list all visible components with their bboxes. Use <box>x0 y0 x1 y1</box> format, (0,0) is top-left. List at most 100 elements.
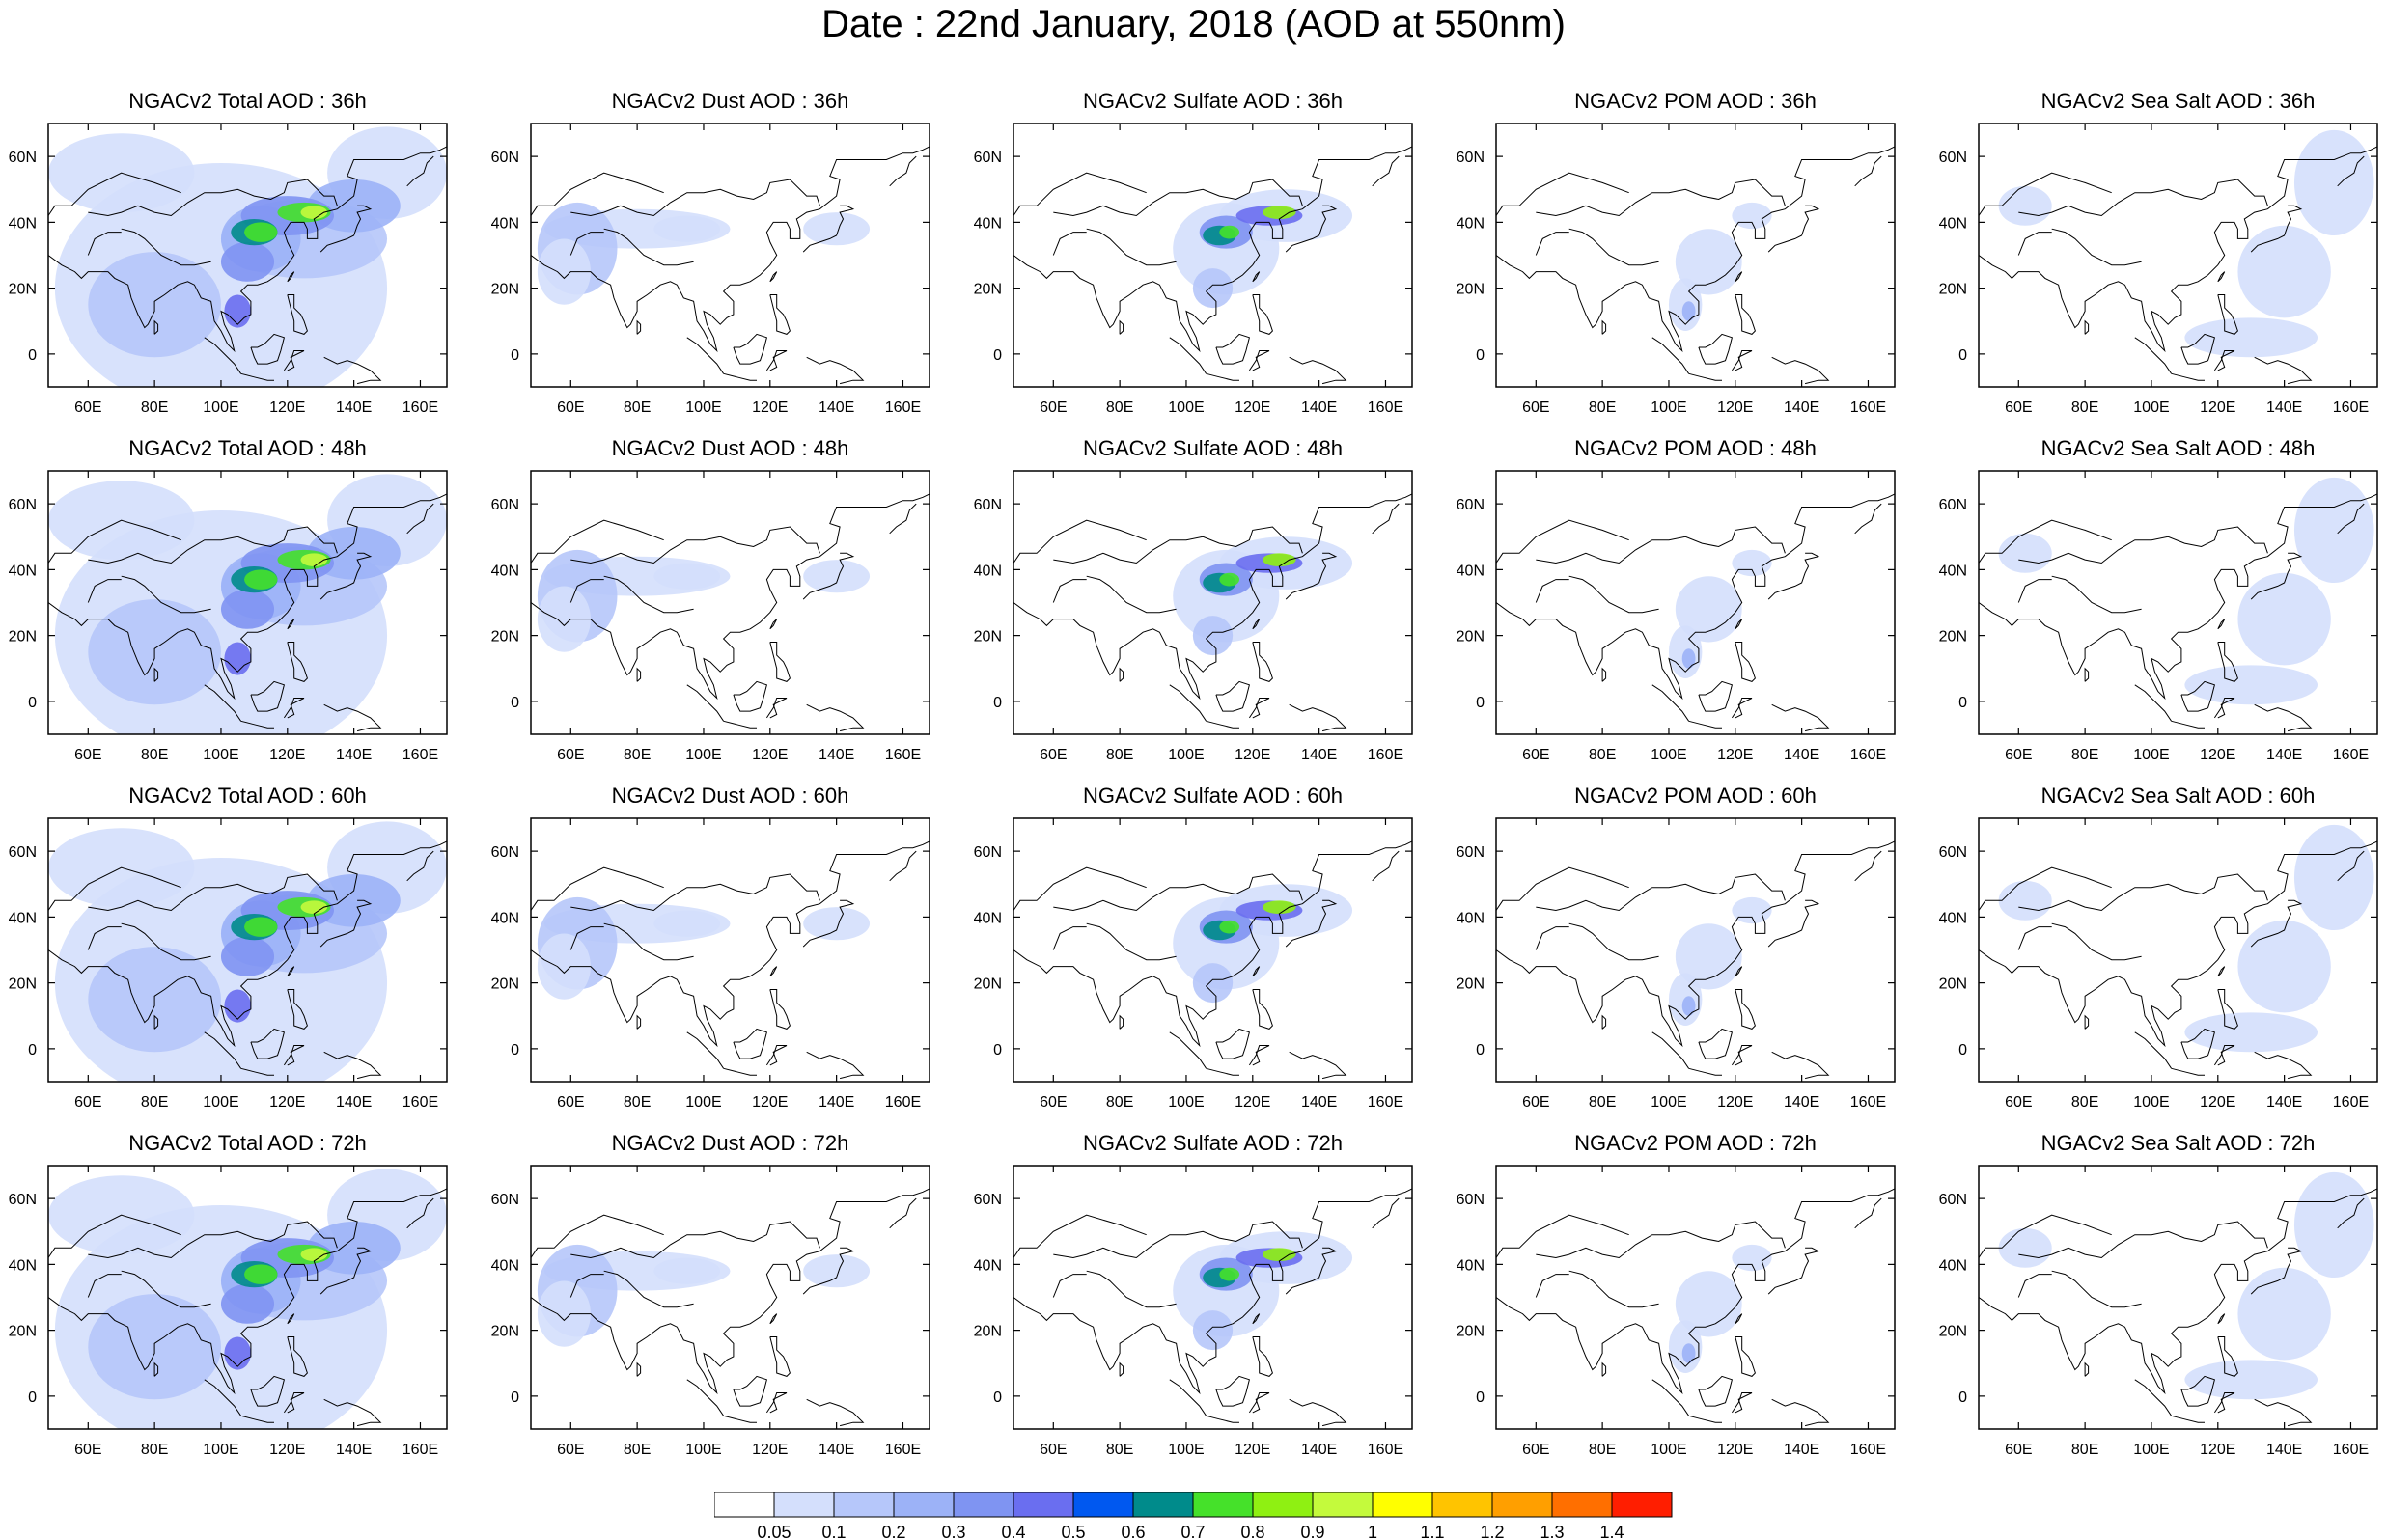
lon-tick-label: 160E <box>1850 747 1886 763</box>
map-panel-dust-3: 60E 80E 100E 120E 140E 160E 0 20N 40N 60N <box>491 1165 930 1458</box>
coastline <box>769 642 791 682</box>
aod-field-patch <box>2184 1360 2318 1400</box>
coastline <box>1735 966 1743 977</box>
panel-title: NGACv2 POM AOD : 36h <box>1574 89 1817 113</box>
panel-title: NGACv2 Dust AOD : 72h <box>611 1131 849 1155</box>
coastline <box>806 1051 865 1080</box>
colorbar-label: 0.1 <box>821 1523 846 1540</box>
panel-title: NGACv2 POM AOD : 72h <box>1574 1131 1817 1155</box>
coastline <box>1053 526 1303 564</box>
aod-field-patch <box>1998 1227 2052 1268</box>
coastline <box>806 1398 865 1427</box>
lon-tick-label: 120E <box>752 1442 788 1458</box>
coastline <box>1215 333 1251 365</box>
map-panel-dust-0: 60E 80E 100E 120E 140E 160E 0 20N 40N 60N <box>491 123 930 416</box>
aod-colorbar: 0.05 0.1 0.2 0.3 0.4 0.5 0.6 0.7 0.8 0.9 1 1.1 1.2 1.… <box>714 1492 1673 1540</box>
coastline <box>48 172 181 216</box>
coastline <box>2017 1274 2052 1298</box>
lon-tick-label: 100E <box>203 399 238 416</box>
coastline <box>2171 1067 2205 1076</box>
coastline <box>2217 966 2226 977</box>
lat-tick-label: 0 <box>511 695 519 711</box>
lon-tick-label: 100E <box>1168 1094 1204 1111</box>
lat-tick-label: 0 <box>993 1042 1002 1059</box>
coastline <box>153 1014 159 1030</box>
coastline <box>1215 1028 1251 1059</box>
aod-field-patch <box>1675 923 1742 990</box>
coastline <box>723 372 757 381</box>
lat-tick-label: 40N <box>9 910 37 926</box>
coastline <box>1285 552 1338 600</box>
lon-tick-label: 60E <box>74 399 101 416</box>
map-frame <box>1978 470 2378 735</box>
lat-tick-label: 20N <box>1939 629 1967 646</box>
lat-tick-label: 40N <box>1939 563 1967 579</box>
map-panel-total-1: 60E 80E 100E 120E 140E 160E 0 20N 40N 60N <box>9 470 448 763</box>
coastline <box>406 503 434 535</box>
coastline <box>88 873 338 912</box>
coastline <box>1053 179 1303 217</box>
lat-tick-label: 60N <box>1457 497 1485 513</box>
lat-tick-label: 20N <box>491 629 519 646</box>
map-panel-sulfate-3: 60E 80E 100E 120E 140E 160E 0 20N 40N 60N <box>974 1165 1413 1458</box>
lon-tick-label: 160E <box>885 747 921 763</box>
lon-tick-label: 60E <box>557 1442 584 1458</box>
panel-title: NGACv2 Dust AOD : 60h <box>611 784 849 808</box>
coastline <box>1169 337 1207 374</box>
coastline <box>1735 294 1756 335</box>
coastline <box>2171 372 2205 381</box>
coastline <box>1535 1274 1569 1298</box>
aod-field-patch <box>1998 880 2052 921</box>
lon-tick-label: 120E <box>752 747 788 763</box>
lon-tick-label: 80E <box>141 747 168 763</box>
coastline <box>686 684 725 722</box>
coastline <box>240 1415 274 1423</box>
coastline <box>1252 966 1261 977</box>
lat-tick-label: 20N <box>974 976 1002 993</box>
coastline <box>1013 1188 1412 1395</box>
lon-tick-label: 60E <box>1040 1094 1067 1111</box>
lon-tick-label: 120E <box>2200 1094 2235 1111</box>
coastline <box>1252 271 1261 283</box>
coastline <box>240 372 274 381</box>
lon-tick-label: 140E <box>819 1094 854 1111</box>
coastline <box>1688 1415 1722 1423</box>
coastline <box>2018 179 2268 217</box>
coastline <box>1854 850 1882 882</box>
panel-title: NGACv2 Sea Salt AOD : 48h <box>2040 436 2316 460</box>
coastline <box>1496 866 1629 911</box>
colorbar-label: 1.2 <box>1480 1523 1504 1540</box>
lon-tick-label: 140E <box>1301 747 1337 763</box>
lat-tick-label: 40N <box>974 563 1002 579</box>
lon-tick-label: 60E <box>74 1442 101 1458</box>
colorbar-swatch <box>953 1492 1014 1518</box>
lat-tick-label: 40N <box>974 910 1002 926</box>
aod-field-patch <box>1192 963 1234 1004</box>
coastline <box>603 228 694 266</box>
coastline <box>319 1247 373 1295</box>
coastline <box>204 337 242 374</box>
lon-tick-label: 60E <box>74 747 101 763</box>
coastline <box>2254 703 2313 732</box>
lon-tick-label: 60E <box>1522 747 1549 763</box>
colorbar-swatch <box>1312 1492 1374 1518</box>
coastline <box>2217 271 2226 283</box>
coastline <box>603 575 694 614</box>
aod-field-patch <box>1675 1271 1742 1337</box>
coastline <box>2217 989 2238 1030</box>
aod-field-patch <box>224 294 251 328</box>
coastline <box>2018 526 2268 564</box>
coastline <box>1285 899 1338 948</box>
lon-tick-label: 140E <box>1301 399 1337 416</box>
coastline <box>733 333 768 365</box>
coastline <box>2254 1398 2313 1427</box>
lon-tick-label: 80E <box>2071 747 2098 763</box>
lon-tick-label: 80E <box>1106 399 1133 416</box>
coastline <box>1215 1375 1251 1407</box>
panel-title: NGACv2 Sulfate AOD : 60h <box>1082 784 1344 808</box>
map-frame <box>47 470 448 735</box>
lat-tick-label: 20N <box>974 1324 1002 1340</box>
lon-tick-label: 120E <box>1717 747 1753 763</box>
lon-tick-label: 160E <box>2333 399 2369 416</box>
coastline <box>1013 866 1147 911</box>
